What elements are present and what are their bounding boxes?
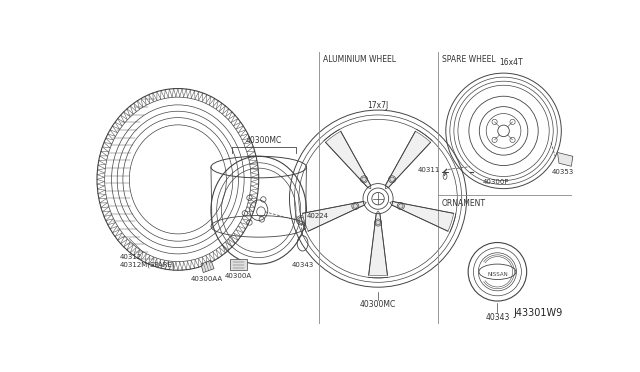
Text: 16x4T: 16x4T xyxy=(499,58,523,67)
Circle shape xyxy=(390,177,394,182)
Polygon shape xyxy=(326,131,371,187)
Polygon shape xyxy=(557,153,573,166)
Text: NISSAN: NISSAN xyxy=(487,272,508,277)
Text: 40343: 40343 xyxy=(485,312,509,322)
Text: 40300MC: 40300MC xyxy=(246,136,282,145)
Text: J43301W9: J43301W9 xyxy=(514,308,563,318)
Bar xyxy=(230,260,247,270)
Text: 40300P: 40300P xyxy=(483,179,509,185)
Polygon shape xyxy=(201,260,214,273)
Circle shape xyxy=(399,204,403,208)
Text: ALUMINIUM WHEEL: ALUMINIUM WHEEL xyxy=(323,55,396,64)
Polygon shape xyxy=(303,202,364,231)
Polygon shape xyxy=(392,202,454,231)
Text: 40224: 40224 xyxy=(307,212,328,219)
Polygon shape xyxy=(369,214,387,276)
Polygon shape xyxy=(385,131,431,187)
Text: SPARE WHEEL: SPARE WHEEL xyxy=(442,55,495,64)
Text: 40300AA: 40300AA xyxy=(190,276,223,282)
Text: 40300A: 40300A xyxy=(225,273,252,279)
Text: 17x7J: 17x7J xyxy=(367,101,388,110)
Text: 40353: 40353 xyxy=(552,169,574,175)
Text: 40312
40312M(SPARE): 40312 40312M(SPARE) xyxy=(120,254,176,267)
Text: 40311: 40311 xyxy=(417,167,440,173)
Circle shape xyxy=(353,204,358,208)
Circle shape xyxy=(362,177,366,182)
Circle shape xyxy=(376,220,380,225)
Text: 40343: 40343 xyxy=(291,262,314,268)
Text: 40300MC: 40300MC xyxy=(360,300,396,309)
Text: ORNAMENT: ORNAMENT xyxy=(442,199,486,208)
